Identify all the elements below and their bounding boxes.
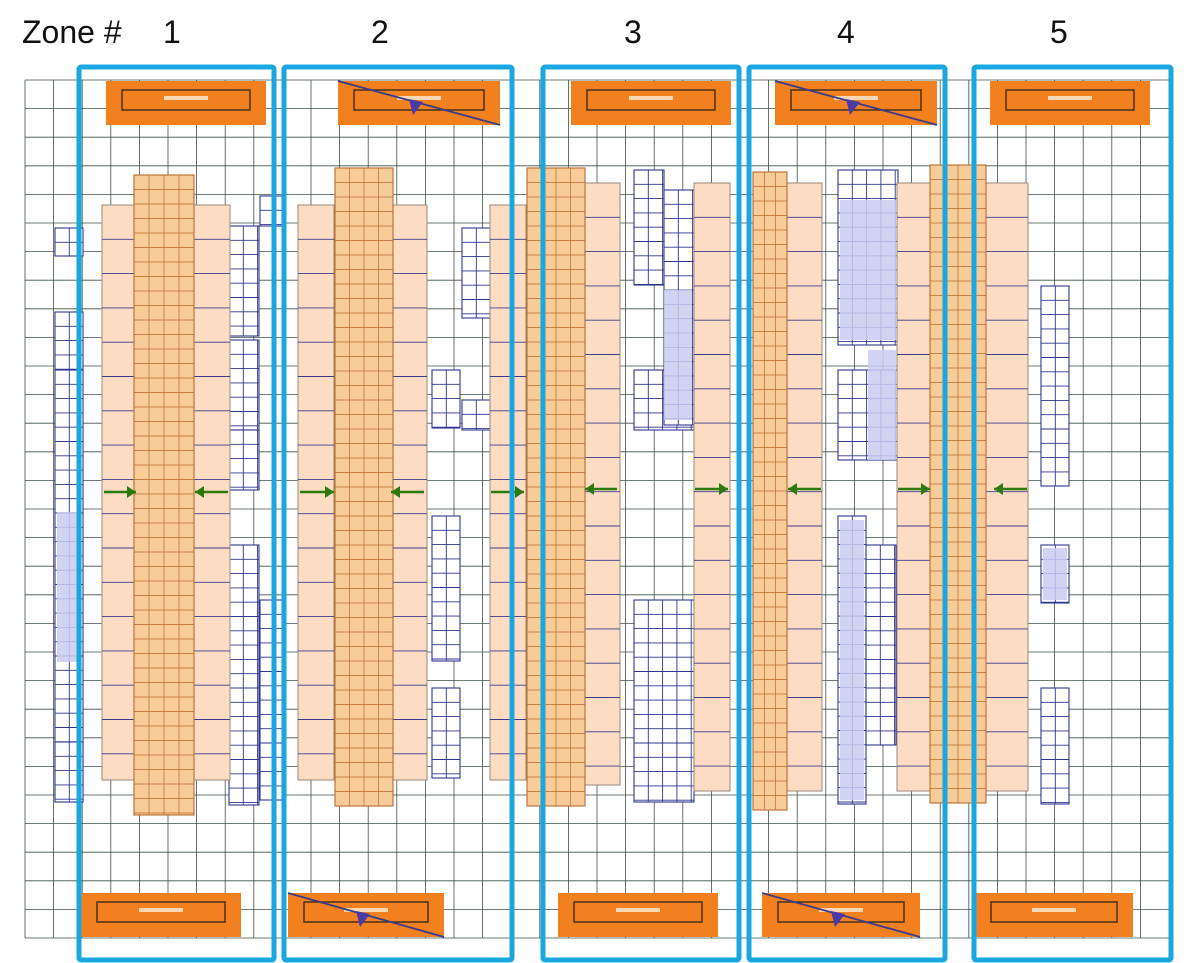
- top-dock-box-zone-3: [571, 81, 731, 125]
- bottom-dock-box-zone-3-inner-frame: [573, 901, 703, 923]
- zone-number-1: 1: [163, 14, 181, 50]
- bottom-dock-box-zone-5-inner-frame: [990, 901, 1118, 923]
- arrow-left-icon-head: [391, 486, 400, 498]
- top-dock-box-zone-4-label-mark: [834, 96, 878, 100]
- top-dock-box-zone-1-label-mark: [164, 96, 208, 100]
- arrow-left-icon-head: [195, 486, 204, 498]
- top-dock-box-zone-5-label-mark: [1048, 96, 1092, 100]
- arrow-left-icon-head: [585, 483, 594, 495]
- diagonal-line-marker-icon-marker: [409, 99, 423, 115]
- bottom-dock-box-zone-2-label-mark: [344, 908, 388, 912]
- storage-mesh-highlight: [868, 350, 896, 460]
- zone-outline-2: [281, 64, 515, 963]
- top-dock-box-zone-4-inner-frame: [790, 89, 922, 111]
- top-dock-box-zone-2-inner-frame: [353, 89, 485, 111]
- storage-mesh-block: [633, 599, 695, 803]
- zone-number-4: 4: [837, 14, 855, 50]
- top-dock-box-zone-2-label-mark: [397, 96, 441, 100]
- top-dock-box-zone-5: [990, 81, 1150, 125]
- zone-outline-1: [76, 64, 277, 963]
- bottom-dock-box-zone-3: [558, 893, 718, 937]
- diagonal-line-marker-icon-marker: [846, 99, 860, 115]
- zone-prefix-label: Zone #: [22, 14, 122, 50]
- storage-mesh-highlight: [664, 290, 692, 420]
- storage-mesh-block: [259, 195, 283, 227]
- storage-mesh-highlight: [840, 200, 896, 340]
- bottom-dock-box-zone-1-inner-frame: [96, 901, 226, 923]
- top-dock-box-zone-3-inner-frame: [586, 89, 716, 111]
- zone-number-5: 5: [1050, 14, 1068, 50]
- bottom-dock-box-zone-1: [81, 893, 241, 937]
- arrow-right-icon-head: [127, 486, 136, 498]
- bottom-dock-box-zone-5-label-mark: [1032, 908, 1076, 912]
- arrow-left-icon-head: [994, 483, 1003, 495]
- top-dock-box-zone-5-inner-frame: [1005, 89, 1135, 111]
- diagonal-line-marker-icon-marker: [831, 911, 845, 927]
- zone-outline-5: [971, 64, 1174, 963]
- bottom-dock-box-zone-4-label-mark: [819, 908, 863, 912]
- zone-number-3: 3: [624, 14, 642, 50]
- storage-stack-block: [584, 182, 621, 786]
- arrow-right-icon-head: [921, 483, 930, 495]
- zone-outline-3: [540, 64, 742, 963]
- top-dock-box-zone-3-label-mark: [629, 96, 673, 100]
- diagonal-line-marker-icon-marker: [356, 911, 370, 927]
- storage-stack-block: [985, 182, 1029, 792]
- storage-mesh-block: [228, 544, 260, 806]
- storage-mesh-highlight: [840, 520, 864, 800]
- zone-number-2: 2: [371, 14, 389, 50]
- bottom-dock-box-zone-3-label-mark: [616, 908, 660, 912]
- arrow-right-icon-head: [325, 486, 334, 498]
- storage-mesh-highlight: [1043, 548, 1067, 600]
- storage-mesh-block: [228, 225, 260, 337]
- top-dock-box-zone-1-inner-frame: [121, 89, 251, 111]
- top-dock-box-zone-1: [106, 81, 266, 125]
- bottom-dock-box-zone-4-inner-frame: [777, 901, 905, 923]
- bottom-dock-box-zone-1-label-mark: [139, 908, 183, 912]
- storage-mesh-block: [228, 339, 260, 431]
- arrow-right-icon-head: [515, 486, 524, 498]
- bottom-dock-box-zone-5: [975, 893, 1133, 937]
- arrow-right-icon-head: [719, 483, 728, 495]
- arrow-left-icon-head: [788, 483, 797, 495]
- storage-mesh-block: [228, 429, 260, 491]
- zone-outline-4: [746, 64, 948, 963]
- bottom-dock-box-zone-2-inner-frame: [303, 901, 429, 923]
